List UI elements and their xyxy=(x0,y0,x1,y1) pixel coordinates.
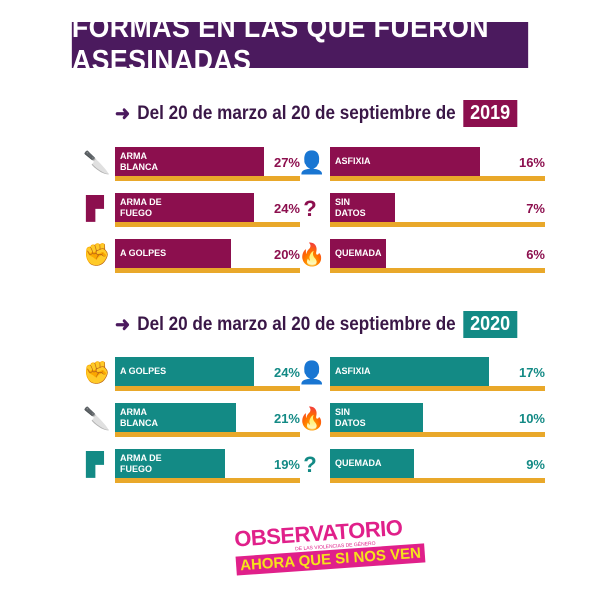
question-icon: ? xyxy=(303,452,317,477)
value-label: 19% xyxy=(273,457,300,472)
bar-track xyxy=(330,268,545,273)
bar: ARMA BLANCA xyxy=(115,403,237,432)
observatorio-logo: OBSERVATORIO DE LAS VIOLENCIAS DE GÉNERO… xyxy=(233,515,426,576)
bar-track xyxy=(330,386,545,391)
bar-row: ▛ ARMA DE FUEGO 19% xyxy=(87,449,300,483)
bar: A GOLPES xyxy=(115,239,231,268)
bar: ASFIXIA xyxy=(330,357,489,386)
fist-icon: ✊ xyxy=(83,360,111,385)
bar-row: ▛ ARMA DE FUEGO 24% xyxy=(87,193,300,227)
value-label: 27% xyxy=(273,155,300,170)
value-label: 6% xyxy=(526,247,545,262)
period-text: Del 20 de marzo al 20 de septiembre de xyxy=(137,313,456,335)
bar-row: 🔪 ARMA BLANCA 21% xyxy=(83,403,300,437)
bar: A GOLPES xyxy=(115,357,254,386)
bar-track xyxy=(115,176,300,181)
bar-row: ✊ A GOLPES 24% xyxy=(83,357,300,391)
value-label: 21% xyxy=(273,411,300,426)
bar-track xyxy=(330,176,545,181)
bar-track xyxy=(330,222,545,227)
year-badge: 2020 xyxy=(462,311,518,338)
bar-track xyxy=(115,268,300,273)
period-subtitle: ➜ Del 20 de marzo al 20 de septiembre de 2… xyxy=(115,311,518,338)
arrow-icon: ➜ xyxy=(115,314,131,336)
value-label: 10% xyxy=(518,411,545,426)
asphyxia-icon: 👤 xyxy=(298,150,326,175)
bar-row: ? SIN DATOS 7% xyxy=(303,193,545,227)
value-label: 24% xyxy=(273,365,300,380)
bar: SIN DATOS xyxy=(330,193,396,222)
value-label: 9% xyxy=(526,457,545,472)
period-subtitle: ➜ Del 20 de marzo al 20 de septiembre de 2… xyxy=(115,100,518,127)
bar: ARMA DE FUEGO xyxy=(115,193,254,222)
value-label: 16% xyxy=(518,155,545,170)
fist-icon: ✊ xyxy=(83,242,111,267)
bar-row: ? QUEMADA 9% xyxy=(303,449,545,483)
bar-label: QUEMADA xyxy=(335,458,382,468)
bar-row: 🔥 SIN DATOS 10% xyxy=(298,403,545,437)
knife-icon: 🔪 xyxy=(83,406,111,431)
period-text: Del 20 de marzo al 20 de septiembre de xyxy=(137,102,456,124)
flame-icon: 🔥 xyxy=(298,406,326,431)
bar: QUEMADA xyxy=(330,449,415,478)
value-label: 20% xyxy=(273,247,300,262)
bar-track xyxy=(115,432,300,437)
asphyxia-icon: 👤 xyxy=(298,360,326,385)
year-badge: 2019 xyxy=(462,100,518,127)
bar-label: QUEMADA xyxy=(335,248,382,258)
bar-track xyxy=(115,222,300,227)
bar-track xyxy=(330,478,545,483)
bar-label: ARMA BLANCA xyxy=(120,150,158,172)
bar-row: 👤 ASFIXIA 17% xyxy=(298,357,545,391)
bar-label: ASFIXIA xyxy=(335,366,371,376)
bar: ARMA DE FUEGO xyxy=(115,449,225,478)
gun-icon: ▛ xyxy=(86,196,104,221)
bar: ARMA BLANCA xyxy=(115,147,264,176)
arrow-icon: ➜ xyxy=(115,103,131,125)
bar-row: 🔥 QUEMADA 6% xyxy=(298,239,545,273)
value-label: 24% xyxy=(273,201,300,216)
bar: ASFIXIA xyxy=(330,147,480,176)
bar-label: A GOLPES xyxy=(120,248,167,258)
question-icon: ? xyxy=(303,196,317,221)
bar-label: ASFIXIA xyxy=(335,156,371,166)
bar-row: 👤 ASFIXIA 16% xyxy=(298,147,545,181)
bar-label: ARMA DE FUEGO xyxy=(120,452,162,474)
bar-track xyxy=(115,386,300,391)
bar-track xyxy=(330,432,545,437)
knife-icon: 🔪 xyxy=(83,150,111,175)
bar-row: ✊ A GOLPES 20% xyxy=(83,239,300,273)
flame-icon: 🔥 xyxy=(298,242,326,267)
bar-label: SIN DATOS xyxy=(335,406,366,428)
gun-icon: ▛ xyxy=(86,452,104,477)
value-label: 7% xyxy=(526,201,545,216)
value-label: 17% xyxy=(518,365,545,380)
bar: QUEMADA xyxy=(330,239,387,268)
page-title: FORMAS EN LAS QUE FUERON ASESINADAS xyxy=(71,12,529,77)
bar: SIN DATOS xyxy=(330,403,424,432)
bar-label: ARMA BLANCA xyxy=(120,406,158,428)
bar-label: ARMA DE FUEGO xyxy=(120,196,162,218)
bar-track xyxy=(115,478,300,483)
bar-label: SIN DATOS xyxy=(335,196,366,218)
bar-row: 🔪 ARMA BLANCA 27% xyxy=(83,147,300,181)
bar-label: A GOLPES xyxy=(120,366,167,376)
